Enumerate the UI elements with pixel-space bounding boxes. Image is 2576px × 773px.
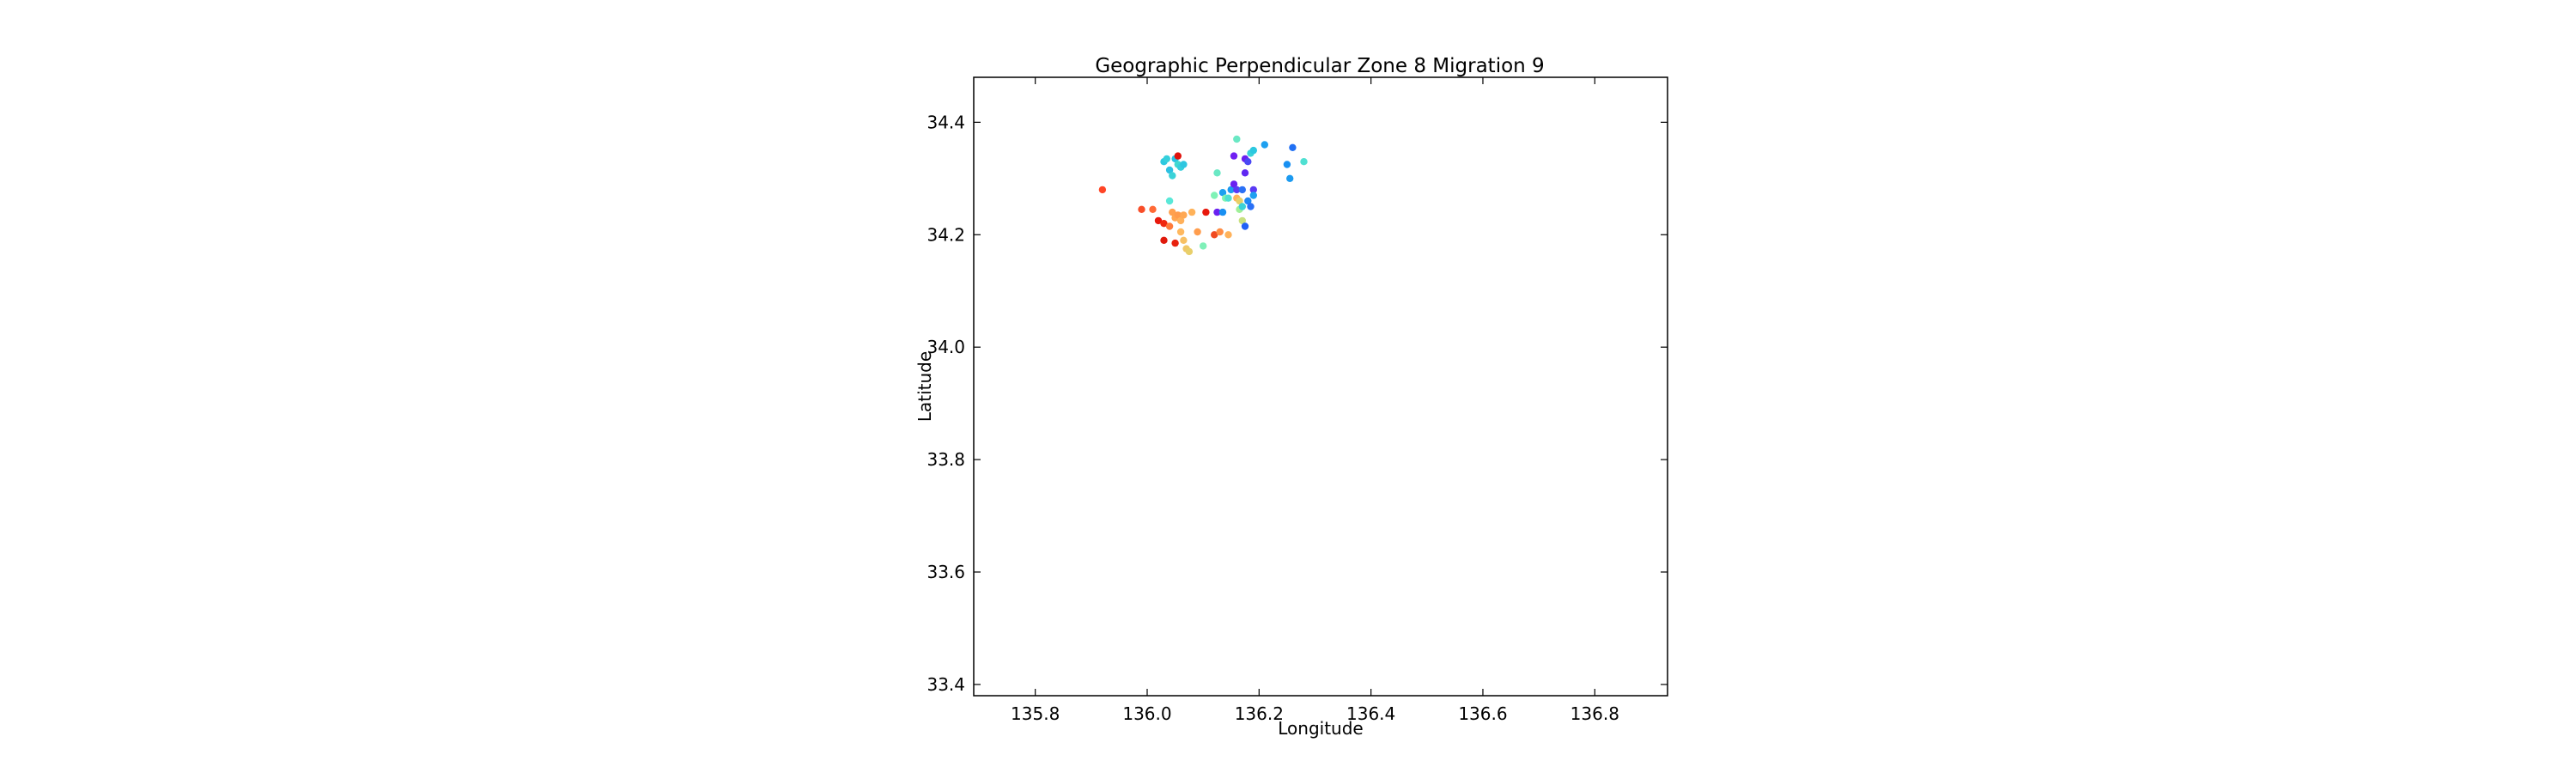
x-tick-label: 136.6 [1458,703,1507,724]
y-tick-label: 33.8 [927,449,965,470]
data-point-18 [1194,228,1201,236]
data-point-58 [1249,186,1258,194]
data-point-14 [1180,236,1188,244]
x-axis-ticks: 135.8 136.0 136.2 136.4 136.6 136.8 [1011,77,1619,724]
data-point-52 [1241,222,1249,230]
data-point-12 [1180,211,1188,219]
x-tick-label: 136.2 [1235,703,1284,724]
data-point-41 [1227,186,1235,194]
y-tick-label: 33.6 [927,562,965,582]
data-point-23 [1224,231,1232,239]
plot-frame [973,76,1668,697]
x-axis-label: Longitude [1278,718,1363,739]
chart-title: Geographic Perpendicular Zone 8 Migratio… [1095,55,1544,77]
data-point-56 [1244,197,1252,205]
data-point-32 [1180,161,1188,168]
data-point-35 [1213,169,1221,177]
data-point-36 [1213,208,1221,216]
y-axis-label: Latitude [914,351,935,422]
data-point-49 [1238,186,1247,194]
data-point-57 [1247,203,1255,210]
data-point-4 [1160,220,1168,228]
data-point-6 [1165,222,1174,230]
data-point-1 [1138,205,1145,213]
data-point-54 [1241,169,1249,177]
data-point-11 [1176,216,1185,225]
data-point-42 [1230,180,1238,188]
data-point-66 [1300,158,1308,166]
data-point-50 [1238,203,1247,210]
data-point-27 [1165,166,1174,174]
data-point-8 [1169,208,1176,216]
data-point-24 [1165,197,1174,205]
x-tick-label: 136.0 [1122,703,1171,724]
data-point-26 [1163,155,1171,163]
data-point-62 [1261,141,1269,149]
data-point-10 [1174,211,1182,219]
data-point-64 [1286,174,1294,182]
data-point-51 [1238,216,1247,225]
data-point-3 [1154,216,1163,225]
y-tick-label: 34.0 [927,337,965,357]
data-point-55 [1244,158,1252,166]
data-point-17 [1188,208,1196,216]
data-point-2 [1149,205,1157,213]
data-point-34 [1211,192,1218,199]
data-point-44 [1233,186,1241,194]
data-point-16 [1185,247,1194,256]
data-point-13 [1176,228,1185,236]
data-point-28 [1169,172,1176,180]
y-tick-label: 34.4 [927,112,965,132]
x-tick-label: 135.8 [1011,703,1060,724]
data-point-5 [1160,236,1168,244]
data-point-48 [1233,135,1241,143]
data-point-59 [1249,192,1258,199]
data-point-0 [1098,186,1107,194]
data-point-37 [1218,189,1227,197]
data-point-7 [1171,239,1179,247]
data-point-22 [1216,228,1224,236]
data-point-43 [1230,152,1238,160]
x-tick-label: 136.4 [1346,703,1395,724]
data-point-38 [1218,208,1227,216]
data-point-40 [1224,194,1232,202]
y-axis-ticks: 33.4 33.6 33.8 34.0 34.2 34.4 [927,112,1668,695]
data-point-65 [1289,143,1297,151]
y-tick-label: 33.4 [927,674,965,695]
data-point-21 [1211,231,1218,239]
data-point-63 [1283,161,1291,168]
data-point-61 [1249,146,1258,155]
points-layer [1098,135,1308,256]
data-point-46 [1236,197,1243,205]
x-tick-label: 136.8 [1571,703,1619,724]
data-point-20 [1202,208,1210,216]
data-point-19 [1200,242,1207,250]
y-tick-label: 34.2 [927,224,965,245]
data-point-33 [1174,152,1182,160]
